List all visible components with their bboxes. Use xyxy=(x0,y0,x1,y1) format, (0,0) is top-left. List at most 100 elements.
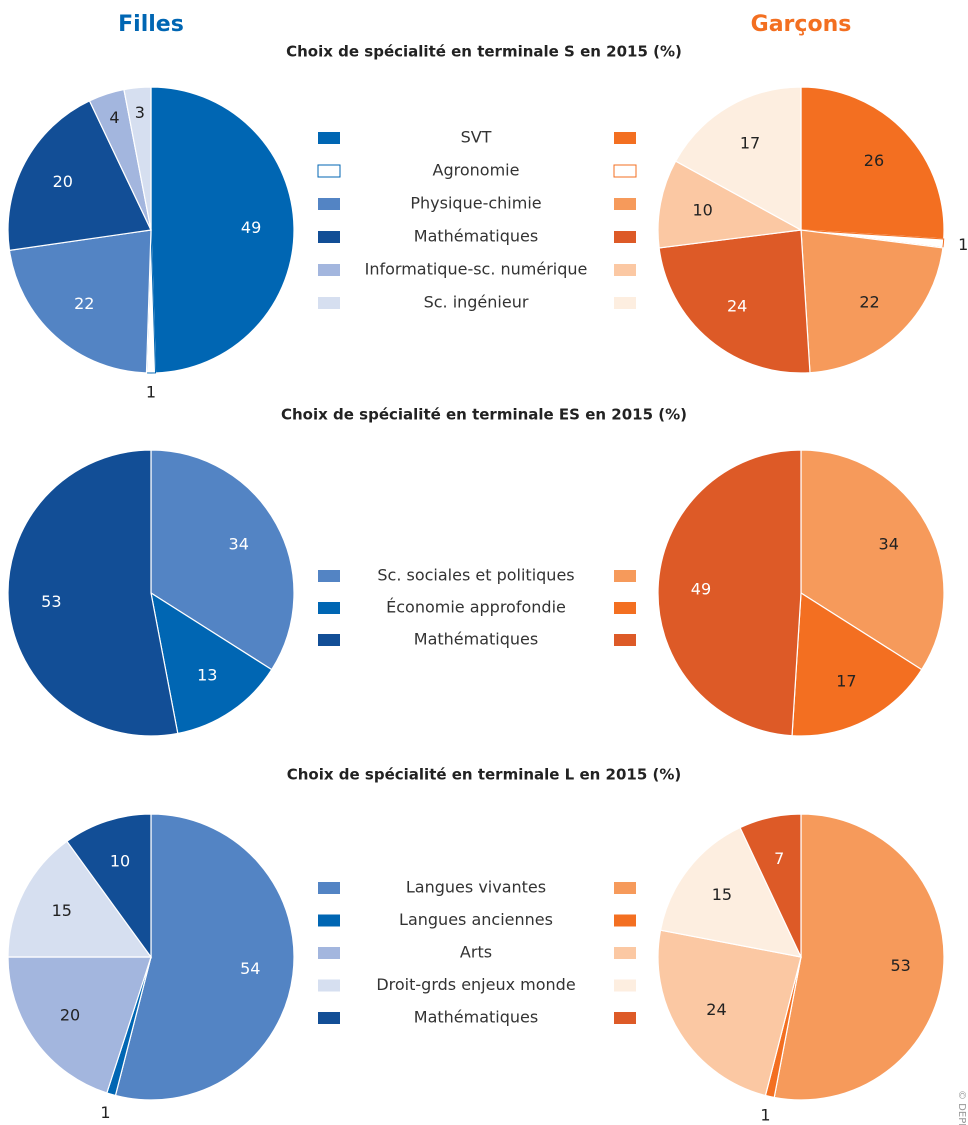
pie-slice xyxy=(8,229,152,374)
legend-label: Sc. ingénieur xyxy=(424,293,529,312)
data-label: 13 xyxy=(197,665,217,684)
legend-swatch xyxy=(614,914,636,927)
legend-swatch xyxy=(614,570,636,582)
legend-swatch xyxy=(614,132,636,144)
legend-label: Mathématiques xyxy=(414,227,538,246)
legend-label: Droit-grds enjeux monde xyxy=(376,975,575,994)
legend-swatch xyxy=(614,634,636,646)
data-label: 1 xyxy=(146,383,156,402)
pie-slice xyxy=(114,813,295,1101)
chart-title: Choix de spécialité en terminale L en 20… xyxy=(287,766,682,784)
legend-label: Mathématiques xyxy=(414,630,538,649)
legend-swatch xyxy=(614,979,636,992)
legend-swatch xyxy=(318,602,340,614)
pie-slice xyxy=(7,100,152,252)
data-label: 49 xyxy=(691,579,711,598)
pie-slice xyxy=(800,229,944,374)
pie-slice xyxy=(657,160,803,249)
legend-swatch xyxy=(318,198,340,210)
legend-swatch xyxy=(318,231,340,243)
legend-swatch xyxy=(318,634,340,646)
data-label: 20 xyxy=(53,172,73,191)
data-label: 10 xyxy=(110,851,130,870)
legend-label: Économie approfondie xyxy=(386,598,566,617)
girls-header: Filles xyxy=(118,12,184,37)
pie-slice xyxy=(674,86,802,232)
legend-swatch xyxy=(614,882,636,894)
legend-swatch xyxy=(614,297,636,309)
pie-slice xyxy=(773,813,945,1101)
legend-label: Sc. sociales et politiques xyxy=(377,566,574,585)
pie-slice xyxy=(66,813,152,959)
data-label: 54 xyxy=(240,959,260,978)
data-label: 53 xyxy=(41,592,61,611)
pie-slice xyxy=(123,86,152,231)
pie-slice xyxy=(791,591,923,737)
legend-swatch xyxy=(318,264,340,276)
data-label: 15 xyxy=(52,901,72,920)
credit: © DEPP xyxy=(956,1090,967,1125)
legend-label: SVT xyxy=(461,128,492,147)
legend-label: Agronomie xyxy=(433,161,520,180)
data-label: 3 xyxy=(135,103,145,122)
data-label: 22 xyxy=(74,294,94,313)
data-label: 17 xyxy=(836,672,856,691)
legend-swatch xyxy=(317,164,341,178)
legend-swatch xyxy=(318,914,340,927)
legend-swatch xyxy=(613,164,637,178)
pie-slice xyxy=(800,86,945,240)
pie-slice xyxy=(7,956,152,1094)
pie-slice xyxy=(739,813,802,958)
legend-label: Langues anciennes xyxy=(399,910,553,929)
data-label: 34 xyxy=(879,534,899,553)
data-label: 34 xyxy=(229,534,249,553)
pie-slice xyxy=(659,826,803,958)
legend-swatch xyxy=(614,947,636,959)
data-label: 15 xyxy=(712,885,732,904)
data-label: 1 xyxy=(958,235,968,254)
data-label: 1 xyxy=(760,1106,770,1125)
data-label: 4 xyxy=(109,108,119,127)
pie-slice xyxy=(657,449,802,737)
legend-swatch xyxy=(614,264,636,276)
legend-swatch xyxy=(318,132,340,144)
data-label: 53 xyxy=(890,956,910,975)
legend-swatch xyxy=(318,570,340,582)
legend-swatch xyxy=(318,979,340,992)
data-label: 22 xyxy=(859,292,879,311)
pie-slice xyxy=(800,449,945,671)
data-label: 7 xyxy=(774,849,784,868)
data-label: 20 xyxy=(60,1005,80,1024)
legend-label: Physique-chimie xyxy=(410,194,541,213)
legend-swatch xyxy=(318,882,340,894)
data-label: 17 xyxy=(740,133,760,152)
data-label: 1 xyxy=(100,1103,110,1122)
legend-swatch xyxy=(614,231,636,243)
legend-label: Informatique-sc. numérique xyxy=(365,260,588,279)
legend-swatch xyxy=(318,1012,340,1024)
legend-label: Arts xyxy=(460,943,492,962)
data-label: 49 xyxy=(241,218,261,237)
legend-swatch xyxy=(614,1012,636,1024)
legend-swatch xyxy=(614,602,636,614)
legend-swatch xyxy=(318,297,340,309)
chart-title: Choix de spécialité en terminale S en 20… xyxy=(286,43,682,61)
data-label: 10 xyxy=(692,201,712,220)
pie-slice xyxy=(7,840,153,958)
legend-label: Langues vivantes xyxy=(406,878,546,897)
pie-slice xyxy=(658,229,811,374)
chart-title: Choix de spécialité en terminale ES en 2… xyxy=(281,406,687,424)
pie-slice xyxy=(7,449,179,737)
data-label: 26 xyxy=(864,151,884,170)
pie-slice xyxy=(150,86,295,374)
legend-swatch xyxy=(318,947,340,959)
legend-swatch xyxy=(614,198,636,210)
boys-header: Garçons xyxy=(751,12,852,37)
pie-slice xyxy=(657,929,802,1097)
pie-slice xyxy=(150,449,295,671)
data-label: 24 xyxy=(727,297,747,316)
legend-label: Mathématiques xyxy=(414,1008,538,1027)
pie-slice xyxy=(150,591,273,735)
data-label: 24 xyxy=(706,1000,726,1019)
